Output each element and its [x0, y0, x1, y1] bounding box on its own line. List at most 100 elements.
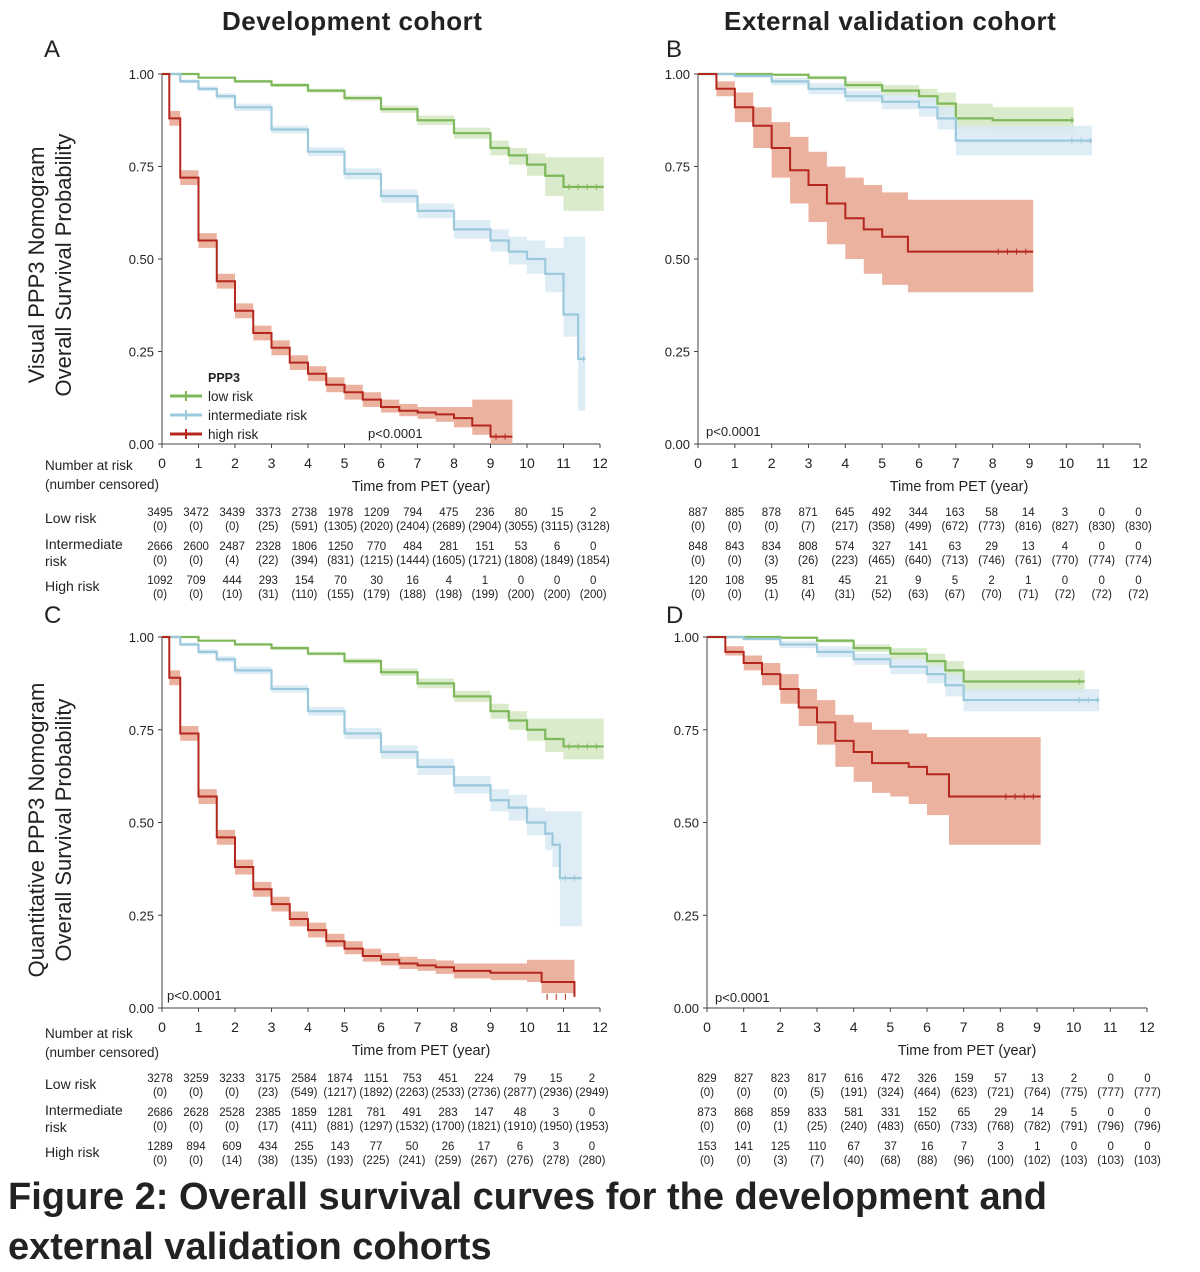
censored-count: (816) — [1014, 521, 1042, 533]
at-risk-count: 0 — [1107, 1107, 1114, 1119]
at-risk-count: 154 — [294, 575, 314, 587]
censored-count: (2936) — [539, 1087, 573, 1099]
at-risk-count: 17 — [477, 1141, 491, 1153]
censored-count: (193) — [326, 1155, 354, 1167]
censored-count: (103) — [1060, 1155, 1088, 1167]
risk-table-cell: 4 (770) — [1042, 540, 1088, 568]
at-risk-count: 1 — [1034, 1141, 1041, 1153]
at-risk-count: 0 — [517, 575, 525, 587]
censored-count: (31) — [258, 589, 279, 601]
at-risk-count: 30 — [370, 575, 383, 587]
censored-count: (22) — [258, 555, 279, 567]
intermediate-risk-confidence-band — [162, 637, 582, 927]
risk-table-cell: 2628 (0) — [173, 1106, 219, 1134]
risk-table-cell: 5 (791) — [1051, 1106, 1097, 1134]
risk-table-cell: 29 (746) — [969, 540, 1015, 568]
risk-table-cell: 475 (2689) — [426, 506, 472, 534]
risk-table-cell: 827 (0) — [721, 1072, 767, 1100]
x-tick-label: 3 — [268, 1019, 276, 1035]
intermediate-risk-confidence-band — [707, 637, 1100, 712]
risk-table-cell: 1250 (831) — [318, 540, 364, 568]
censored-count: (25) — [806, 1121, 828, 1133]
p-value: p<0.0001 — [368, 426, 423, 441]
censored-count: (1953) — [575, 1121, 609, 1133]
censored-count: (40) — [843, 1155, 865, 1167]
risk-table-cell: 16 (188) — [390, 574, 436, 602]
x-tick-label: 5 — [886, 1019, 894, 1035]
censored-count: (0) — [699, 1155, 715, 1167]
censored-count: (0) — [773, 1087, 788, 1099]
at-risk-count: 885 — [725, 507, 745, 519]
row-label-visual: Visual PPP3 Nomogram Overall Survival Pr… — [23, 95, 77, 435]
y-tick-label: 0.25 — [129, 908, 154, 923]
risk-table-cell: 878 (0) — [748, 506, 794, 534]
risk-table-cell: 0 (200) — [570, 574, 616, 602]
censored-count: (103) — [1097, 1155, 1125, 1167]
risk-table-cell: 125 (3) — [757, 1140, 803, 1168]
intermediate-risk-confidence-band — [698, 74, 1093, 156]
x-tick-label: 5 — [341, 455, 349, 471]
censored-count: (1305) — [323, 521, 358, 533]
risk-table-cell: 829 (0) — [684, 1072, 730, 1100]
at-risk-count: 21 — [875, 575, 888, 587]
at-risk-count: 57 — [994, 1073, 1007, 1085]
risk-row-label: Low risk — [45, 510, 97, 526]
censored-count: (623) — [950, 1087, 978, 1099]
at-risk-count: 2738 — [291, 507, 318, 519]
censored-count: (796) — [1097, 1121, 1125, 1133]
at-risk-count: 159 — [954, 1073, 974, 1085]
x-tick-label: 9 — [1033, 1019, 1041, 1035]
censored-count: (773) — [978, 521, 1006, 533]
at-risk-count: 16 — [406, 575, 420, 587]
censored-count: (223) — [831, 555, 859, 567]
at-risk-count: 887 — [688, 507, 708, 519]
risk-table-cell: 50 (241) — [389, 1140, 435, 1168]
intermediate-risk-survival-curve — [162, 72, 586, 360]
risk-table-cell: 281 (1605) — [426, 540, 472, 568]
high-risk-survival-curve — [162, 636, 576, 997]
panel-letter-c: C — [44, 602, 62, 629]
risk-table-cell: 3495 (0) — [137, 506, 183, 534]
risk-table-cell: 3 (1950) — [533, 1106, 579, 1134]
censored-count: (200) — [507, 589, 535, 601]
high-risk-survival-curve — [162, 73, 513, 438]
censored-count: (1) — [764, 589, 779, 601]
at-risk-count: 37 — [884, 1141, 897, 1153]
legend-item-intermediate: intermediate risk — [208, 408, 307, 423]
at-risk-count: 3278 — [147, 1073, 173, 1085]
risk-table-cell: 0 (103) — [1088, 1140, 1134, 1168]
risk-table-cell: 833 (25) — [794, 1106, 840, 1134]
y-tick-label: 0.75 — [129, 723, 154, 738]
at-risk-count: 2528 — [219, 1107, 245, 1119]
at-risk-count: 3 — [997, 1141, 1004, 1153]
censored-count: (464) — [913, 1087, 941, 1099]
censored-count: (830) — [1124, 521, 1152, 533]
at-risk-count: 827 — [734, 1073, 754, 1085]
censored-count: (774) — [1124, 555, 1152, 567]
risk-table-cell: 834 (3) — [748, 540, 794, 568]
risk-table-cell: 0 (777) — [1124, 1072, 1170, 1100]
y-tick-label: 1.00 — [674, 630, 699, 645]
risk-table-cell: 344 (499) — [895, 506, 941, 534]
censored-count: (499) — [904, 521, 932, 533]
x-tick-label: 2 — [231, 455, 239, 471]
risk-table-cell: 120 (0) — [675, 574, 721, 602]
risk-table-cell: 0 (72) — [1115, 574, 1161, 602]
risk-table-cell: 110 (7) — [794, 1140, 840, 1168]
censored-count: (2736) — [467, 1087, 501, 1099]
at-risk-count: 4 — [445, 575, 452, 587]
at-risk-count: 1978 — [327, 507, 354, 519]
censored-count: (1849) — [540, 555, 574, 567]
at-risk-count: 1874 — [327, 1073, 353, 1085]
at-risk-count: 492 — [871, 507, 892, 519]
censored-count: (775) — [1060, 1087, 1088, 1099]
number-at-risk-line2: (number censored) — [45, 1045, 160, 1060]
risk-table-cell: 2328 (22) — [245, 540, 291, 568]
risk-row-label: Intermediate risk — [45, 536, 123, 569]
risk-table-cell: 95 (1) — [748, 574, 794, 602]
at-risk-count: 808 — [798, 541, 818, 553]
risk-table-cell: 2 (3128) — [570, 506, 616, 534]
risk-table-cell: 484 (1444) — [390, 540, 436, 568]
risk-table-cell: 434 (38) — [245, 1140, 291, 1168]
censored-count: (103) — [1133, 1155, 1161, 1167]
